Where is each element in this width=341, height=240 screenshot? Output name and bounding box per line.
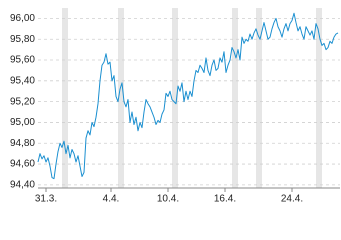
x-tick-label: 4.4. [103, 194, 120, 205]
y-tick-label: 94,60 [10, 159, 35, 170]
weekend-band [62, 8, 68, 188]
y-tick-label: 95,80 [10, 34, 35, 45]
weekend-band [232, 8, 238, 188]
y-tick-label: 95,40 [10, 75, 35, 86]
y-tick-label: 95,20 [10, 96, 35, 107]
y-tick-label: 95,00 [10, 117, 35, 128]
y-tick-label: 94,40 [10, 180, 35, 191]
weekend-band [316, 8, 322, 188]
y-tick-label: 94,80 [10, 138, 35, 149]
y-tick-label: 95,60 [10, 55, 35, 66]
chart: 94,40 94,60 94,80 95,00 95,20 95,40 95,60 95,80… [10, 8, 340, 205]
x-tick-label: 10.4. [157, 194, 179, 205]
weekend-band [172, 8, 178, 188]
x-tick-label: 31.3. [35, 194, 57, 205]
y-tick-label: 96,00 [10, 13, 35, 24]
weekend-band [118, 8, 124, 188]
x-tick-label: 16.4. [214, 194, 236, 205]
weekend-band [256, 8, 262, 188]
x-tick-label: 24.4. [281, 194, 303, 205]
price-line [37, 12, 339, 180]
